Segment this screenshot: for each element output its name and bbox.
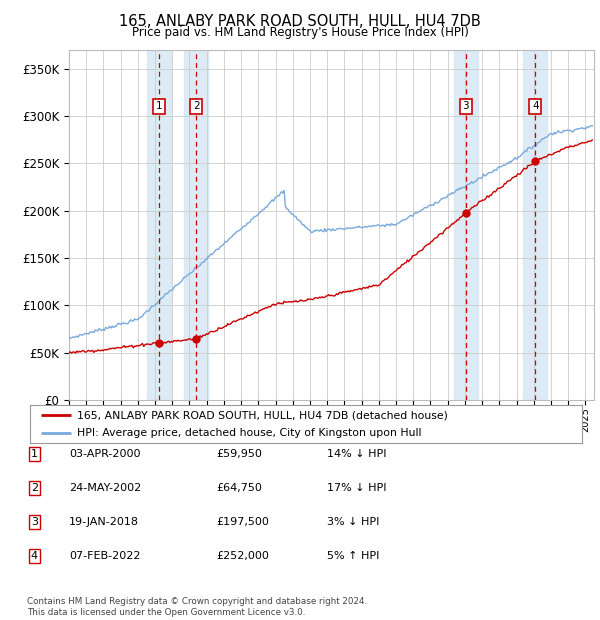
Bar: [454, 50, 478, 400]
Text: £64,750: £64,750: [216, 483, 262, 493]
Text: 03-APR-2000: 03-APR-2000: [69, 449, 140, 459]
Text: HPI: Average price, detached house, City of Kingston upon Hull: HPI: Average price, detached house, City…: [77, 428, 421, 438]
Text: 4: 4: [31, 551, 38, 561]
Text: 4: 4: [532, 102, 539, 112]
Text: 1: 1: [156, 102, 163, 112]
Text: 2: 2: [31, 483, 38, 493]
Text: 165, ANLABY PARK ROAD SOUTH, HULL, HU4 7DB (detached house): 165, ANLABY PARK ROAD SOUTH, HULL, HU4 7…: [77, 410, 448, 420]
Text: 17% ↓ HPI: 17% ↓ HPI: [327, 483, 386, 493]
Text: £197,500: £197,500: [216, 517, 269, 527]
Text: 3: 3: [463, 102, 469, 112]
Text: Price paid vs. HM Land Registry's House Price Index (HPI): Price paid vs. HM Land Registry's House …: [131, 26, 469, 39]
Text: £59,950: £59,950: [216, 449, 262, 459]
Text: 19-JAN-2018: 19-JAN-2018: [69, 517, 139, 527]
Text: 1: 1: [31, 449, 38, 459]
Bar: [148, 50, 172, 400]
Bar: [184, 50, 208, 400]
Text: 165, ANLABY PARK ROAD SOUTH, HULL, HU4 7DB: 165, ANLABY PARK ROAD SOUTH, HULL, HU4 7…: [119, 14, 481, 29]
Text: 14% ↓ HPI: 14% ↓ HPI: [327, 449, 386, 459]
Text: Contains HM Land Registry data © Crown copyright and database right 2024.
This d: Contains HM Land Registry data © Crown c…: [27, 598, 367, 617]
Text: 07-FEB-2022: 07-FEB-2022: [69, 551, 140, 561]
Text: 24-MAY-2002: 24-MAY-2002: [69, 483, 141, 493]
Text: 3% ↓ HPI: 3% ↓ HPI: [327, 517, 379, 527]
Text: £252,000: £252,000: [216, 551, 269, 561]
Text: 5% ↑ HPI: 5% ↑ HPI: [327, 551, 379, 561]
Text: 2: 2: [193, 102, 200, 112]
Bar: [523, 50, 547, 400]
Text: 3: 3: [31, 517, 38, 527]
